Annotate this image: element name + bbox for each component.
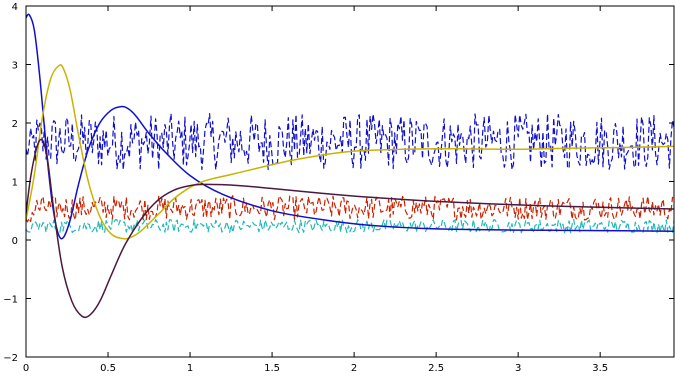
x-tick-label: 2 (351, 363, 357, 374)
y-tick-label: 0 (12, 236, 18, 247)
x-tick-label: 0 (23, 363, 29, 374)
ticks-layer: 0 0.5 1 1.5 2 2.5 3 3.5 −2 −1 0 1 2 3 4 (3, 2, 674, 374)
y-tick-label: 1 (12, 178, 18, 189)
x-tick-label: 0.5 (100, 363, 116, 374)
x-tick-label: 2.5 (428, 363, 444, 374)
x-tick-label: 3.5 (592, 363, 608, 374)
x-tick-label: 3 (515, 363, 521, 374)
y-tick-label: −2 (3, 353, 18, 364)
y-tick-label: −1 (3, 295, 18, 306)
y-tick-label: 3 (12, 61, 18, 72)
x-tick-label: 1 (187, 363, 193, 374)
y-tick-label: 2 (12, 119, 18, 130)
y-tick-label: 4 (12, 2, 18, 13)
series-line-4 (26, 64, 674, 240)
series-line-0 (26, 113, 674, 171)
series-line-2 (26, 218, 674, 234)
series-line-1 (26, 195, 674, 223)
series-layer (26, 13, 674, 319)
plot-frame (25, 5, 675, 358)
x-tick-label: 1.5 (264, 363, 280, 374)
series-line-5 (26, 138, 674, 319)
